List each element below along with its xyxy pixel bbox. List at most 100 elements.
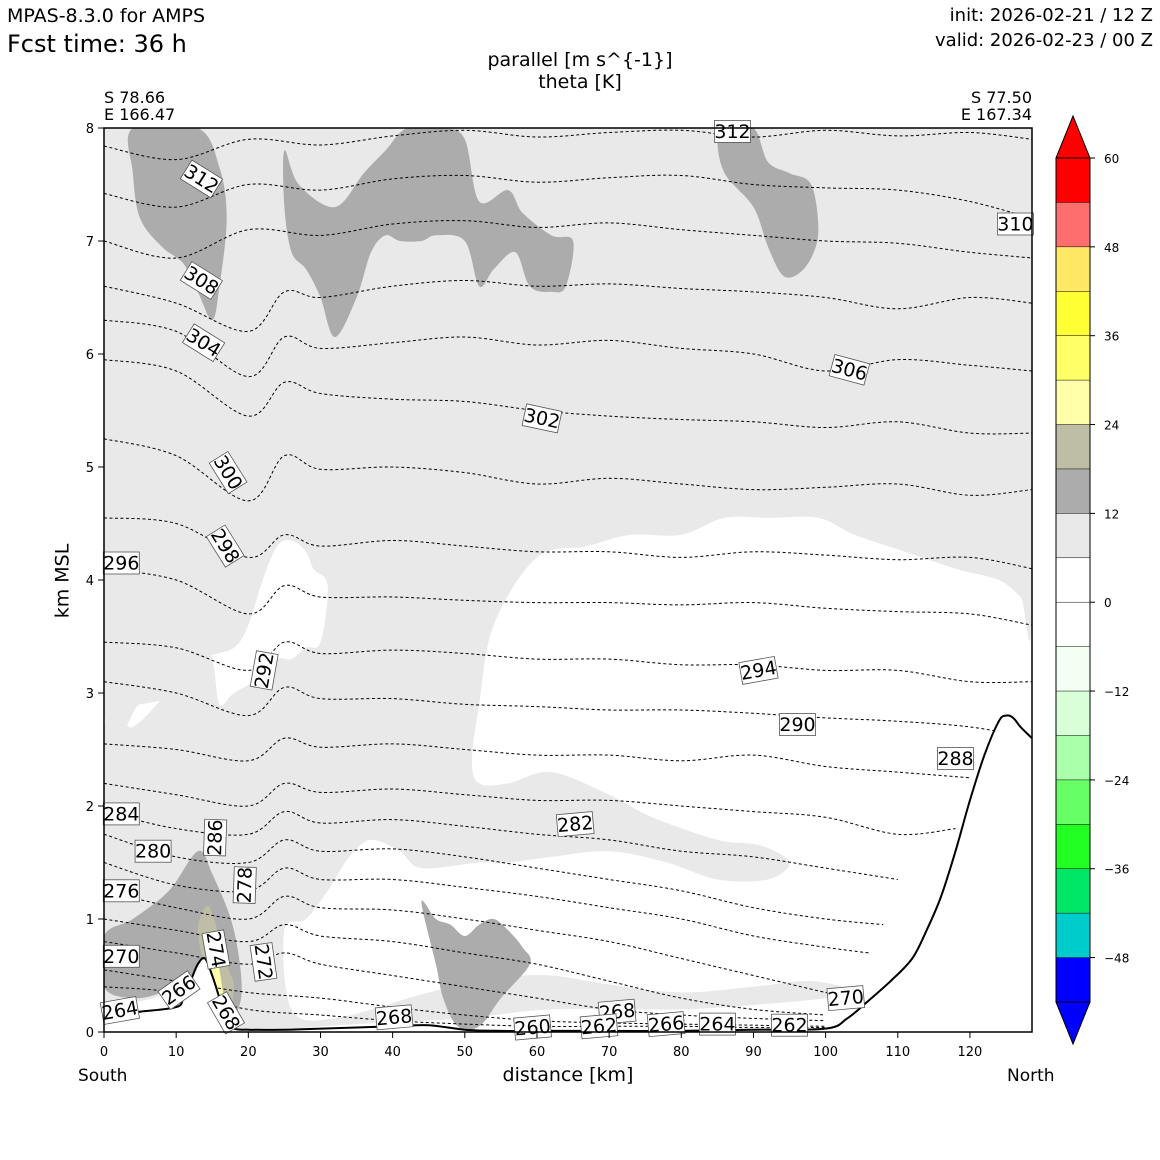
- north-end-label: North: [1007, 1066, 1055, 1086]
- x-tick-label: 30: [312, 1045, 329, 1060]
- contour-label: 276: [102, 879, 140, 902]
- contour-label: 310: [997, 212, 1034, 236]
- contour-label-text: 280: [135, 841, 171, 863]
- contour-label: 272: [249, 942, 278, 982]
- contour-label-box: [646, 1011, 686, 1038]
- contour-label-box: [714, 119, 751, 143]
- colorbar-tick-label: 60: [1104, 152, 1119, 166]
- colorbar-tick-label: −12: [1104, 685, 1129, 699]
- contour-label-text: 272: [250, 942, 277, 981]
- y-tick-label: 8: [86, 122, 94, 137]
- contour-label-text: 266: [647, 1012, 685, 1037]
- theta-contour-300: [104, 438, 1032, 502]
- contour-label: 280: [134, 839, 172, 863]
- model-name: MPAS-8.3.0 for AMPS: [7, 5, 206, 27]
- x-tick-label: 120: [958, 1045, 983, 1060]
- theta-contour-278: [104, 918, 826, 1016]
- y-tick-label: 7: [86, 235, 94, 250]
- left-end-latitude: S 78.66: [104, 88, 166, 107]
- colorbar-segment: [1056, 513, 1090, 558]
- contour-label-text: 286: [204, 819, 227, 856]
- contour-label-text: 288: [937, 748, 973, 770]
- right-end-latitude: S 77.50: [970, 88, 1032, 107]
- colorbar-segment: [1056, 557, 1090, 603]
- y-tick-label: 0: [86, 1026, 94, 1041]
- contour-label-box: [99, 996, 141, 1025]
- colorbar-segment: [1056, 868, 1090, 914]
- theta-contour-276: [104, 941, 826, 1022]
- contour-label-box: [249, 942, 278, 982]
- contour-label-box: [828, 354, 871, 386]
- contour-label: 296: [102, 551, 140, 575]
- wind-region-gray-18-mid: [283, 128, 574, 337]
- colorbar-tick-label: −36: [1104, 863, 1129, 877]
- wind-region-light-gray-12: [104, 128, 1032, 1032]
- theta-contour-280: [104, 890, 855, 999]
- contour-label-text: 282: [556, 812, 594, 837]
- contour-label-box: [208, 450, 248, 495]
- left-end-longitude: E 166.47: [104, 105, 176, 124]
- x-tick-label: 40: [384, 1045, 401, 1060]
- contour-label-text: 270: [827, 986, 865, 1011]
- x-tick-label: 90: [745, 1045, 762, 1060]
- colorbar-tick-label: 0: [1104, 596, 1112, 610]
- theta-contour-306: [104, 279, 1032, 332]
- colorbar-tick-label: 24: [1104, 419, 1119, 433]
- south-end-label: South: [78, 1066, 128, 1086]
- wind-region-gray-18-ne: [717, 128, 819, 278]
- forecast-time: Fcst time: 36 h: [7, 30, 187, 58]
- theta-contour-310: [104, 174, 1032, 219]
- contour-label: 260: [513, 1014, 552, 1041]
- contour-label-box: [134, 839, 172, 863]
- colorbar-segment: [1056, 913, 1090, 958]
- contour-label-box: [181, 323, 226, 363]
- y-tick-label: 4: [86, 574, 94, 589]
- contour-label: 282: [555, 811, 595, 837]
- colorbar-segment: [1056, 646, 1090, 692]
- colorbar-segment: [1056, 735, 1090, 780]
- contour-label-box: [205, 524, 245, 568]
- wind-region-gray-18-center: [421, 900, 531, 1030]
- theta-contour-282: [104, 862, 869, 954]
- x-tick-label: 70: [601, 1045, 618, 1060]
- contour-label-box: [179, 159, 224, 199]
- contour-label-box: [513, 1014, 552, 1041]
- colorbar-segment: [1056, 202, 1090, 247]
- contour-label-box: [179, 261, 224, 300]
- terrain-fill: [104, 715, 1032, 1032]
- colorbar-tick-label: 12: [1104, 507, 1119, 521]
- contour-label-text: 290: [779, 714, 815, 736]
- y-tick-label: 1: [86, 913, 94, 928]
- contour-label-box: [201, 929, 231, 970]
- contour-label-text: 312: [714, 121, 750, 143]
- contour-label-box: [937, 747, 974, 770]
- contour-label: 264: [699, 1012, 736, 1036]
- theta-contour-296: [104, 568, 1032, 626]
- colorbar-segment: [1056, 335, 1090, 381]
- contour-label: 286: [203, 818, 228, 857]
- colorbar-extend-max: [1055, 114, 1091, 159]
- contour-label-box: [203, 818, 228, 857]
- colorbar-segment: [1056, 158, 1090, 203]
- contour-label-box: [779, 713, 816, 736]
- contour-label-box: [249, 650, 279, 691]
- x-tick-label: 20: [240, 1045, 257, 1060]
- colorbar-extend-min: [1055, 1001, 1091, 1046]
- theta-contour-298: [104, 517, 1032, 570]
- colorbar-segment: [1056, 291, 1090, 336]
- contour-label-text: 276: [103, 880, 139, 902]
- contour-label: 312: [714, 119, 751, 143]
- theta-contour-290: [104, 737, 970, 779]
- x-tick-label: 100: [813, 1045, 838, 1060]
- colorbar-segment: [1056, 824, 1090, 869]
- x-tick-label: 80: [673, 1045, 690, 1060]
- contour-label-box: [699, 1012, 736, 1036]
- contour-label-box: [738, 655, 779, 685]
- colorbar-segment: [1056, 380, 1090, 425]
- contour-label-text: 278: [234, 867, 257, 904]
- contour-label-text: 260: [514, 1015, 552, 1040]
- theta-contour-312: [104, 129, 1032, 161]
- y-tick-label: 3: [86, 687, 94, 702]
- contour-label: 268: [374, 1004, 414, 1030]
